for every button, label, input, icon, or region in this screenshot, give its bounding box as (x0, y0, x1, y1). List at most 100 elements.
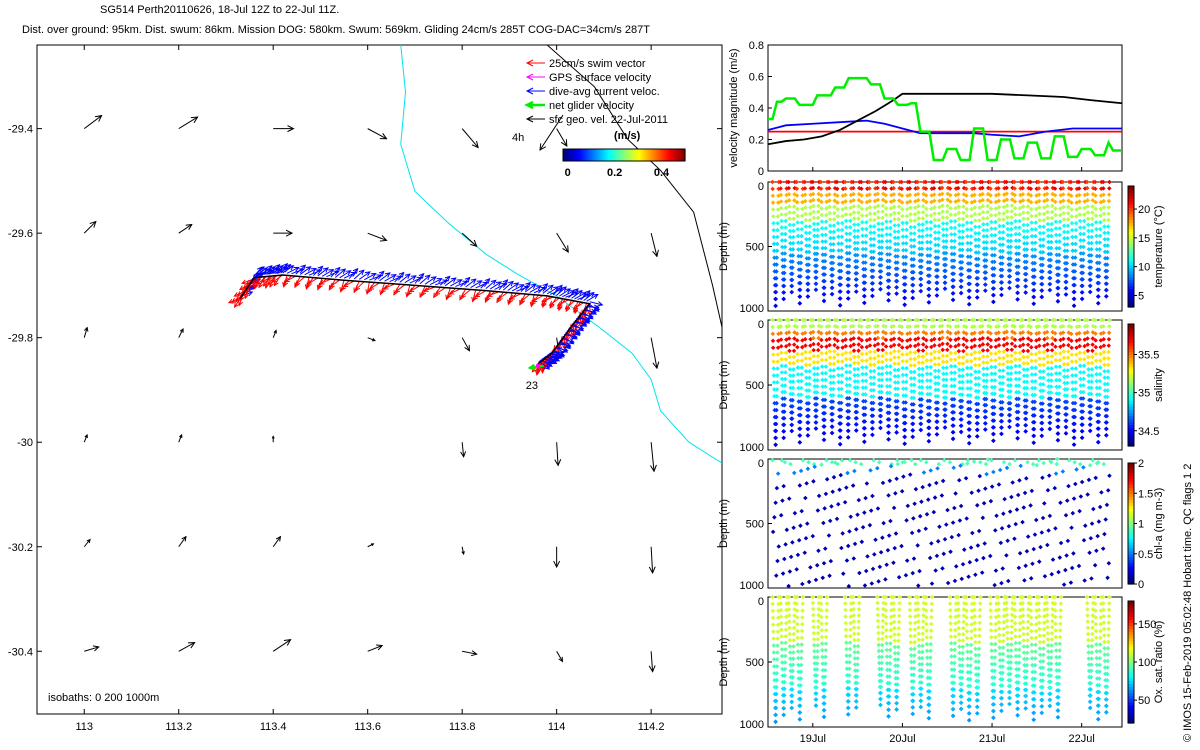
track-dive-label: 23 (526, 380, 538, 392)
temperature-data-point (830, 273, 835, 278)
map-x-tick-label: 113.8 (449, 721, 476, 733)
map-colorbar-cell (569, 149, 572, 161)
temperature-data-point (862, 287, 867, 292)
map-colorbar-cell (585, 149, 588, 161)
geo-velocity-arrow (462, 650, 478, 657)
dive-avg-current-vector (465, 278, 477, 288)
temperature-data-point (870, 287, 875, 292)
map-x-tick-label: 113.4 (260, 721, 287, 733)
swim-vector (328, 279, 336, 291)
temperature-data-point (862, 280, 868, 285)
map-colorbar-cell (634, 149, 637, 161)
temperature-y-tick-label: 1000 (740, 303, 764, 315)
dive-avg-current-vector (429, 278, 443, 285)
map-axes-frame (36, 44, 723, 715)
dive-avg-current-vector (353, 269, 365, 280)
temperature-data-point (855, 252, 860, 258)
map-colorbar-cell (640, 149, 643, 161)
map-colorbar-cell (593, 149, 597, 161)
map-colorbar-cell (632, 149, 635, 161)
temperature-data-point (774, 269, 779, 274)
dive-avg-current-vector (348, 267, 359, 279)
temperature-data-point (790, 259, 795, 264)
geo-velocity-arrow (83, 114, 103, 130)
temperature-data-point (894, 272, 900, 278)
temperature-data-point (846, 263, 852, 269)
velocity-series-line (767, 119, 1122, 138)
isobath-1000m (546, 44, 723, 328)
chl-a-colorbar-tick-label: 2 (1138, 458, 1144, 470)
swim-vector (541, 296, 554, 303)
dive-avg-current-vector (419, 274, 431, 285)
map-y-tick-label: -30.4 (8, 646, 33, 658)
geo-velocity-arrow (556, 128, 568, 147)
dive-avg-current-vector (538, 282, 549, 294)
temperature-data-point (798, 267, 803, 272)
temperature-data-point (798, 260, 804, 266)
swim-vector (382, 283, 395, 290)
geo-velocity-arrow (83, 326, 89, 338)
map-y-tick-label: -30.2 (8, 542, 33, 554)
map-colorbar-cell (638, 149, 641, 161)
temperature-data-point (773, 289, 779, 295)
temperature-data-point (895, 254, 900, 259)
geo-velocity-arrow (461, 128, 479, 149)
temperature-data-point (878, 263, 884, 268)
dive-avg-current-vector (321, 269, 335, 277)
map-colorbar-tick-label: 0 (565, 167, 571, 179)
temperature-data-point (887, 265, 892, 270)
temperature-data-point (870, 274, 876, 280)
temperature-data-point (798, 274, 803, 279)
legend-scale-arrow (539, 114, 564, 151)
temperature-data-point (838, 275, 844, 281)
chl-a-colorbar-tick-label: 0.5 (1138, 549, 1153, 561)
temperature-data-point (782, 257, 787, 263)
swim-vector (519, 293, 526, 306)
dive-avg-current-vector (374, 270, 385, 281)
map-colorbar-cell (672, 149, 676, 161)
temperature-data-point (838, 261, 844, 267)
temperature-data-point (797, 301, 803, 306)
map-colorbar-cell (599, 149, 603, 161)
temperature-data-point (878, 275, 884, 280)
oxygen-y-tick-label: 500 (746, 657, 764, 669)
map-x-tick-label: 114.2 (638, 721, 665, 733)
salinity-colorbar-tick-label: 35.5 (1138, 350, 1159, 362)
dive-avg-current-vector (520, 281, 532, 292)
temperature-data-point (846, 283, 851, 288)
temperature-data-point (838, 289, 843, 294)
swim-vector (448, 288, 461, 295)
map-colorbar-cell (619, 149, 623, 161)
dive-avg-current-vector (450, 279, 463, 287)
temperature-data-point (854, 289, 859, 294)
dive-avg-current-vector (330, 266, 341, 278)
geo-velocity-arrow (367, 644, 384, 652)
chl-a-colorbar-tick-label: 0 (1138, 579, 1144, 591)
velocity-y-tick-label: 0.2 (749, 135, 764, 147)
dive-avg-current-vector (304, 267, 317, 276)
swim-vector (531, 295, 544, 303)
legend-symbol (525, 87, 545, 95)
swim-vector (342, 280, 355, 288)
map-colorbar-cell (565, 149, 568, 161)
swim-vector (284, 275, 297, 283)
swim-vector (519, 293, 530, 303)
swim-vector (256, 276, 267, 285)
chl-a-axes-frame (767, 458, 1123, 589)
map-colorbar-cell (662, 149, 666, 161)
temperature-data-point (814, 269, 819, 275)
dive-avg-current-vector (555, 286, 567, 296)
geo-velocity-arrow (461, 337, 470, 352)
geo-velocity-arrow (648, 546, 656, 574)
geo-velocity-arrow (367, 232, 388, 242)
temperature-data-point (870, 268, 876, 273)
geo-velocity-arrow (83, 220, 97, 234)
temperature-data-point (830, 266, 836, 272)
dive-avg-current-vector (435, 279, 449, 286)
temperature-data-point (798, 280, 803, 286)
map-x-tick-label: 113.6 (354, 721, 381, 733)
temperature-data-point (838, 268, 844, 274)
velocity-y-tick-label: 0.6 (749, 72, 764, 84)
temperature-data-point (774, 276, 779, 281)
swim-vector (548, 297, 560, 306)
